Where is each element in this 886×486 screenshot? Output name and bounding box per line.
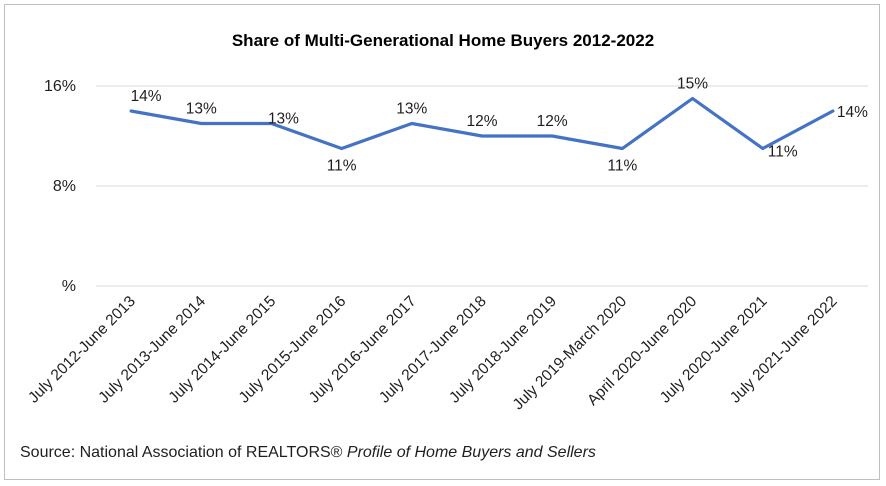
data-label: 13% xyxy=(396,101,427,118)
gridlines xyxy=(96,85,868,287)
y-tick-label: % xyxy=(62,278,76,295)
data-label: 12% xyxy=(537,113,568,130)
series xyxy=(129,96,835,151)
series-line xyxy=(129,96,835,151)
x-tick-label: July 2019-March 2020 xyxy=(510,293,631,414)
data-label: 14% xyxy=(837,104,868,121)
data-label: 12% xyxy=(466,113,497,130)
source-note: Source: National Association of REALTORS… xyxy=(20,444,596,462)
y-tick-label: 16% xyxy=(44,78,76,95)
y-axis: % 8% 16% xyxy=(44,78,76,295)
chart-frame xyxy=(4,4,880,480)
data-label: 13% xyxy=(186,101,217,118)
chart-title: Share of Multi-Generational Home Buyers … xyxy=(232,31,654,50)
data-label: 14% xyxy=(131,88,162,105)
data-labels: 14% 13% 13% 11% 13% 12% 12% 11% 15% 11% 14% xyxy=(131,76,869,175)
data-label: 11% xyxy=(768,144,798,161)
source-title: Profile of Home Buyers and Sellers xyxy=(346,444,596,461)
data-label: 11% xyxy=(607,158,637,175)
y-tick-label: 8% xyxy=(53,178,76,195)
data-label: 13% xyxy=(268,111,299,128)
data-label: 11% xyxy=(327,158,357,175)
source-prefix: Source: National Association of REALTORS… xyxy=(20,444,347,461)
data-label: 15% xyxy=(677,76,708,93)
